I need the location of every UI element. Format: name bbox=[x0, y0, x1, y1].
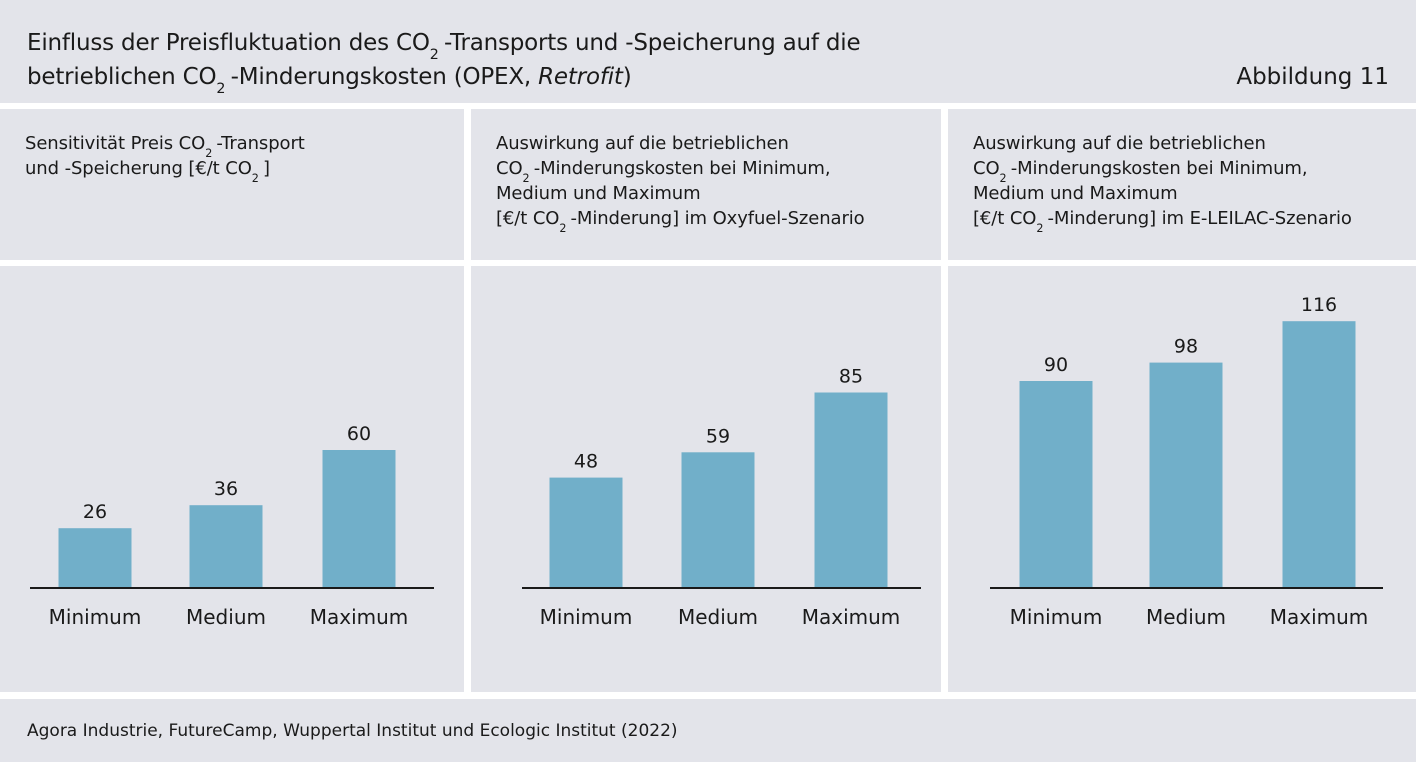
header-panel: Einfluss der Preisfluktuation des CO 2 -Tr… bbox=[0, 0, 1416, 103]
category-label: Maximum bbox=[802, 605, 901, 629]
caption-text: und -Speicherung [€/t CO bbox=[25, 158, 252, 179]
bar-maximum bbox=[1282, 321, 1356, 588]
category-label: Medium bbox=[678, 605, 758, 629]
caption-text: -Minderung] im Oxyfuel-Szenario bbox=[570, 208, 865, 229]
caption-text: -Minderung] im E-LEILAC-Szenario bbox=[1047, 208, 1352, 229]
value-label: 26 bbox=[83, 501, 107, 523]
category-label: Minimum bbox=[1010, 605, 1103, 629]
column-caption: Auswirkung auf die betrieblichen CO 2 -Min… bbox=[496, 133, 865, 235]
caption-text: CO bbox=[496, 158, 523, 179]
title-text: Einfluss der Preisfluktuation des CO bbox=[27, 30, 430, 56]
value-label: 60 bbox=[347, 423, 371, 445]
bar-chart: 48 Minimum 59 Medium 85 Maximum bbox=[522, 366, 921, 629]
footer-panel: Agora Industrie, FutureCamp, Wuppertal I… bbox=[0, 699, 1416, 762]
chart-panel-2: 90 Minimum 98 Medium 116 Maximum bbox=[948, 266, 1416, 692]
caption-text: -Transport bbox=[216, 133, 305, 154]
category-label: Medium bbox=[1146, 605, 1226, 629]
value-label: 85 bbox=[839, 366, 863, 388]
caption-text: Auswirkung auf die betrieblichen bbox=[496, 133, 789, 154]
category-label: Minimum bbox=[49, 605, 142, 629]
bar-chart: 90 Minimum 98 Medium 116 Maximum bbox=[990, 294, 1383, 629]
column-caption-panel-1: Auswirkung auf die betrieblichen CO 2 -Min… bbox=[471, 109, 941, 260]
caption-text: -Minderungskosten bei Minimum, bbox=[533, 158, 831, 179]
value-label: 36 bbox=[214, 478, 238, 500]
caption-text: ] bbox=[262, 158, 270, 179]
column-caption: Auswirkung auf die betrieblichen CO 2 -Min… bbox=[973, 133, 1352, 235]
title-text: -Transports und -Speicherung auf die bbox=[444, 30, 861, 56]
title-italic: Retrofit bbox=[538, 64, 623, 90]
caption-text: [€/t CO bbox=[496, 208, 560, 229]
bar-medium bbox=[681, 452, 755, 588]
caption-text: Medium und Maximum bbox=[973, 183, 1178, 204]
title-text: ) bbox=[622, 64, 632, 90]
bar-medium bbox=[1149, 362, 1223, 588]
value-label: 59 bbox=[706, 425, 730, 447]
value-label: 48 bbox=[574, 451, 598, 473]
caption-text: Sensitivität Preis CO bbox=[25, 133, 206, 154]
bar-chart: 26 Minimum 36 Medium 60 Maximum bbox=[30, 423, 434, 629]
value-label: 98 bbox=[1174, 336, 1198, 358]
value-label: 90 bbox=[1044, 354, 1068, 376]
bar-maximum bbox=[322, 450, 396, 588]
bar-minimum bbox=[58, 528, 132, 588]
title-text: -Minderungskosten (OPEX, bbox=[230, 64, 539, 90]
figure-title: Einfluss der Preisfluktuation des CO 2 -Tr… bbox=[27, 30, 861, 97]
chart-panel-1: 48 Minimum 59 Medium 85 Maximum bbox=[471, 266, 941, 692]
caption-text: -Minderungskosten bei Minimum, bbox=[1010, 158, 1308, 179]
title-text: betrieblichen CO bbox=[27, 64, 217, 90]
bar-maximum bbox=[814, 392, 888, 588]
figure-label: Abbildung 11 bbox=[1236, 64, 1389, 90]
bar-minimum bbox=[549, 477, 623, 588]
category-label: Maximum bbox=[310, 605, 409, 629]
category-label: Minimum bbox=[540, 605, 633, 629]
source-note: Agora Industrie, FutureCamp, Wuppertal I… bbox=[27, 721, 678, 741]
caption-text: [€/t CO bbox=[973, 208, 1037, 229]
column-caption-panel-2: Auswirkung auf die betrieblichen CO 2 -Min… bbox=[948, 109, 1416, 260]
value-label: 116 bbox=[1301, 294, 1337, 316]
chart-panel-0: 26 Minimum 36 Medium 60 Maximum bbox=[0, 266, 464, 692]
column-caption-panel-0: Sensitivität Preis CO 2 -Transport und -Sp… bbox=[0, 109, 464, 260]
bar-minimum bbox=[1019, 381, 1093, 588]
category-label: Maximum bbox=[1270, 605, 1369, 629]
category-label: Medium bbox=[186, 605, 266, 629]
column-caption: Sensitivität Preis CO 2 -Transport und -Sp… bbox=[25, 133, 305, 185]
caption-text: CO bbox=[973, 158, 1000, 179]
caption-text: Medium und Maximum bbox=[496, 183, 701, 204]
bar-medium bbox=[189, 505, 263, 588]
caption-text: Auswirkung auf die betrieblichen bbox=[973, 133, 1266, 154]
